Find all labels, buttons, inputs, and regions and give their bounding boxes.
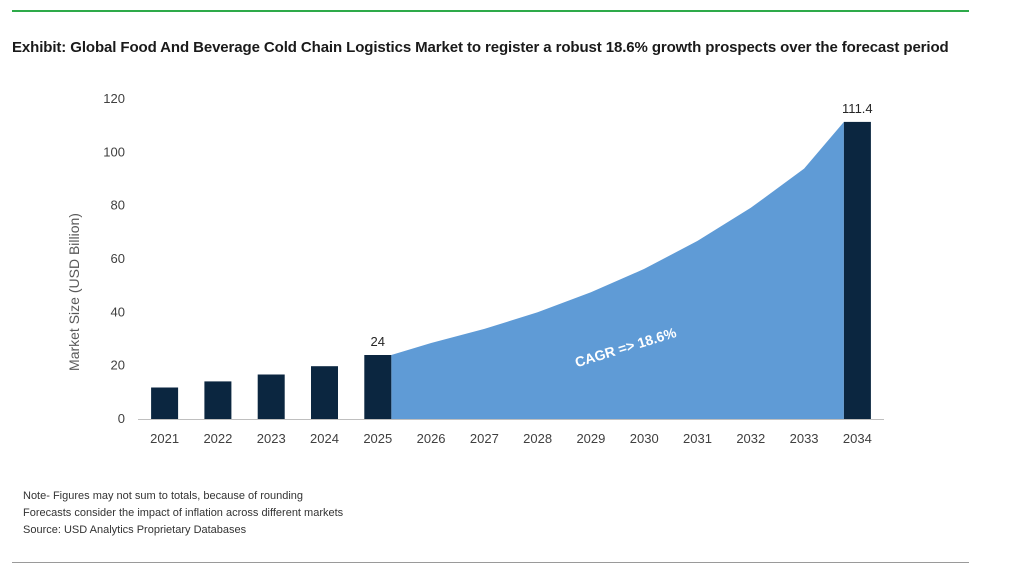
y-tick-label: 20 xyxy=(111,358,125,373)
x-tick-label: 2022 xyxy=(203,431,232,446)
bar-2021 xyxy=(151,387,179,419)
data-label-2025: 24 xyxy=(371,334,385,349)
y-tick-label: 120 xyxy=(103,91,125,106)
x-tick-label: 2032 xyxy=(736,431,765,446)
x-tick-label: 2025 xyxy=(363,431,392,446)
x-tick-label: 2030 xyxy=(630,431,659,446)
x-tick-label: 2029 xyxy=(576,431,605,446)
forecast-area xyxy=(391,121,844,420)
bar-2034 xyxy=(843,121,871,420)
x-tick-label: 2031 xyxy=(683,431,712,446)
y-tick-label: 60 xyxy=(111,251,125,266)
data-label-2034: 111.4 xyxy=(842,101,873,116)
bar-2022 xyxy=(204,381,232,419)
y-tick-label: 80 xyxy=(111,198,125,213)
x-tick-label: 2021 xyxy=(150,431,179,446)
y-tick-label: 0 xyxy=(118,411,125,426)
y-tick-label: 100 xyxy=(103,144,125,159)
note-rounding: Note- Figures may not sum to totals, bec… xyxy=(23,490,304,502)
x-tick-label: 2028 xyxy=(523,431,552,446)
note-inflation: Forecasts consider the impact of inflati… xyxy=(23,507,344,519)
chart-notes: Note- Figures may not sum to totals, bec… xyxy=(23,488,343,539)
y-tick-label: 40 xyxy=(111,304,125,319)
y-axis-title: Market Size (USD Billion) xyxy=(66,213,82,371)
top-rule xyxy=(12,10,969,12)
x-tick-label: 2034 xyxy=(843,431,872,446)
x-tick-label: 2027 xyxy=(470,431,499,446)
x-tick-label: 2024 xyxy=(310,431,339,446)
bar-2025 xyxy=(364,355,392,419)
x-tick-label: 2033 xyxy=(790,431,819,446)
note-source: Source: USD Analytics Proprietary Databa… xyxy=(23,524,247,536)
x-tick-label: 2026 xyxy=(417,431,446,446)
bar-2023 xyxy=(257,374,285,419)
bottom-rule xyxy=(12,562,969,563)
x-tick-label: 2023 xyxy=(257,431,286,446)
page-title: Exhibit: Global Food And Beverage Cold C… xyxy=(12,39,949,56)
bar-2024 xyxy=(311,366,338,419)
